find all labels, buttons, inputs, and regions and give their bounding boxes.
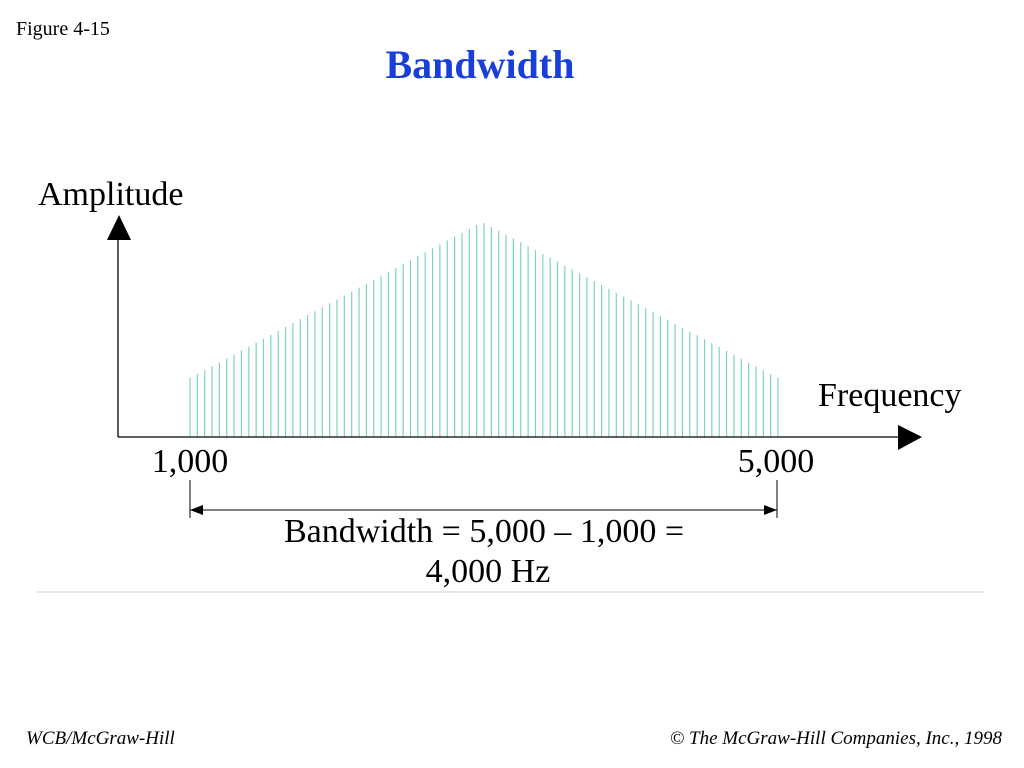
formula-line-1: Bandwidth = 5,000 – 1,000 = [284,513,684,550]
x-axis-arrow [898,425,922,450]
figure-label: Figure 4-15 [16,18,110,40]
spectrum [189,223,779,437]
slide-title: Bandwidth [386,42,575,87]
bracket-arrow-right [764,505,777,515]
y-axis-label: Amplitude [38,176,183,213]
low-frequency-label: 1,000 [152,443,229,480]
bracket-arrow-left [190,505,203,515]
footer-right: © The McGraw-Hill Companies, Inc., 1998 [670,728,1003,749]
footer-left: WCB/McGraw-Hill [26,728,175,749]
y-axis-arrow [107,215,131,240]
formula-line-2: 4,000 Hz [426,553,551,590]
high-frequency-label: 5,000 [738,443,815,480]
x-axis-label: Frequency [818,377,962,414]
